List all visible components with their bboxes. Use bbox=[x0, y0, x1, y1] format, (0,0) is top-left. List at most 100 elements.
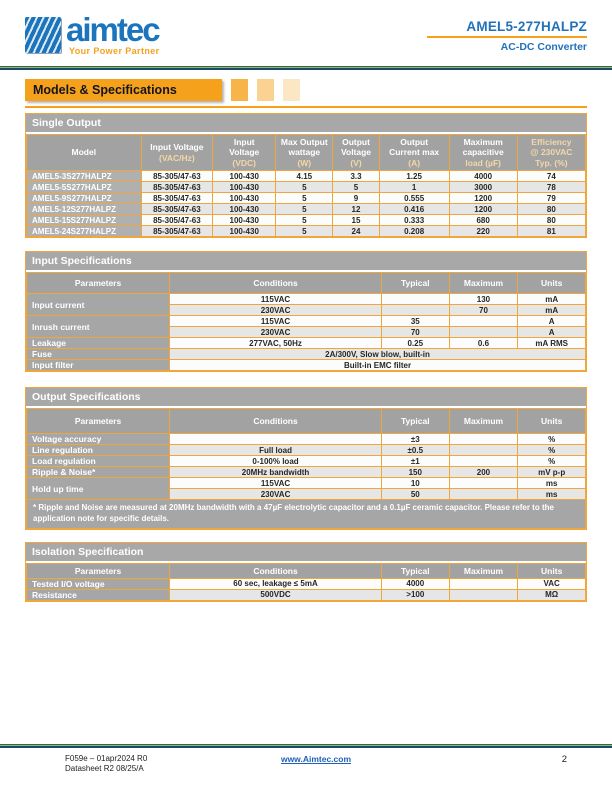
column-header: Typical bbox=[380, 272, 450, 294]
footer-separator bbox=[0, 744, 612, 748]
cell: 12 bbox=[332, 203, 380, 215]
column-header: Output Current max (A) bbox=[378, 134, 450, 171]
param-cell: Load regulation bbox=[25, 455, 171, 467]
column-header: Input Voltage (VDC) bbox=[212, 134, 277, 171]
page-footer: F059e – 01apr2024 R0 Datasheet R2 08/25/… bbox=[0, 744, 612, 775]
column-header: Units bbox=[517, 562, 586, 579]
decor-square-3 bbox=[283, 79, 300, 101]
table-row: Input filter Built-in EMC filter bbox=[25, 359, 586, 371]
table-row: Load regulation 0-100% load ±1% bbox=[25, 455, 586, 467]
cell: % bbox=[517, 455, 586, 467]
product-header: AMEL5-277HALPZ AC-DC Converter bbox=[427, 19, 587, 65]
cell: 0.555 bbox=[378, 192, 450, 204]
footnote-text: * Ripple and Noise are measured at 20MHz… bbox=[26, 499, 586, 529]
column-header: Parameters bbox=[25, 408, 171, 434]
table-row: Fuse 2A/300V, Slow blow, built-in bbox=[25, 348, 586, 360]
table-row: 230VAC 50 ms bbox=[27, 488, 586, 500]
column-header: Typical bbox=[380, 562, 450, 579]
isolation-specs-section: Isolation Specification Parameters Condit… bbox=[25, 541, 587, 602]
column-header: Efficiency @ 230VAC Typ. (%) bbox=[516, 134, 587, 171]
param-cell: Voltage accuracy bbox=[25, 433, 171, 445]
product-divider bbox=[427, 36, 587, 38]
logo-icon bbox=[25, 17, 61, 53]
cell: 5 bbox=[275, 181, 334, 193]
cell: 85-305/47-63 bbox=[140, 192, 214, 204]
cell bbox=[448, 444, 519, 456]
cell: 1.25 bbox=[378, 170, 450, 182]
cell bbox=[448, 326, 519, 338]
header-row: Parameters Conditions Typical Maximum Units bbox=[25, 272, 586, 294]
cell bbox=[380, 293, 450, 305]
cell: 5 bbox=[332, 181, 380, 193]
cell: 79 bbox=[516, 192, 587, 204]
cell: 150 bbox=[380, 466, 450, 478]
column-header: Max Output wattage (W) bbox=[275, 134, 334, 171]
title-rule bbox=[25, 106, 587, 108]
table-row: Inrush current 115VAC 35 A bbox=[25, 315, 586, 338]
table-row: Leakage 277VAC, 50Hz 0.25 0.6 mA RMS bbox=[25, 337, 586, 349]
cell: A bbox=[517, 326, 586, 338]
footer-doc-line2: Datasheet R2 08/25/A bbox=[65, 764, 144, 774]
cell: 100-430 bbox=[212, 214, 277, 226]
cell: 115VAC bbox=[169, 293, 382, 305]
cell: % bbox=[517, 433, 586, 445]
table-row: Ripple & Noise* 20MHz bandwidth 150 200 mV p… bbox=[25, 466, 586, 478]
cell: MΩ bbox=[517, 588, 586, 601]
column-header: Conditions bbox=[169, 408, 382, 434]
cell: 230VAC bbox=[169, 304, 382, 316]
isolation-specs-section-title: Isolation Specification bbox=[26, 542, 586, 563]
cell bbox=[448, 488, 519, 500]
cell: Full load bbox=[169, 444, 382, 456]
cell: 24 bbox=[332, 225, 380, 237]
page-title: Models & Specifications bbox=[25, 79, 222, 101]
cell: 80 bbox=[516, 214, 587, 226]
cell: 85-305/47-63 bbox=[140, 225, 214, 237]
cell: 100-430 bbox=[212, 225, 277, 237]
section-title-row: Models & Specifications bbox=[25, 79, 587, 101]
column-header: Parameters bbox=[25, 272, 171, 294]
cell: 0.333 bbox=[378, 214, 450, 226]
column-header: Conditions bbox=[169, 562, 382, 579]
cell: ±0.5 bbox=[380, 444, 450, 456]
product-subtitle: AC-DC Converter bbox=[500, 41, 587, 53]
param-cell: Tested I/O voltage bbox=[25, 577, 171, 590]
param-cell: Leakage bbox=[25, 337, 171, 349]
table-row: 230VAC 70 mA bbox=[27, 304, 586, 316]
cell: 85-305/47-63 bbox=[140, 214, 214, 226]
cell: 5 bbox=[275, 192, 334, 204]
single-output-table: Model Input Voltage (VAC/Hz) Input Voltage(… bbox=[26, 134, 587, 237]
footer-link[interactable]: www.Aimtec.com bbox=[280, 754, 352, 764]
footnote-row: * Ripple and Noise are measured at 20MHz… bbox=[26, 499, 586, 529]
model-cell: AMEL5-9S277HALPZ bbox=[26, 192, 142, 204]
cell: 78 bbox=[516, 181, 587, 193]
cell: 74 bbox=[516, 170, 587, 182]
column-header: Units bbox=[517, 408, 586, 434]
cell: VAC bbox=[517, 577, 586, 590]
table-row: Tested I/O voltage 60 sec, leakage ≤ 5mA 4… bbox=[25, 577, 586, 590]
header-separator bbox=[0, 66, 612, 70]
cell: 10 bbox=[380, 477, 450, 489]
column-header: Output Voltage (V) bbox=[332, 134, 380, 171]
cell: 20MHz bandwidth bbox=[169, 466, 382, 478]
model-cell: AMEL5-24S277HALPZ bbox=[26, 225, 142, 237]
input-specs-section: Input Specifications Parameters Condition… bbox=[25, 251, 587, 372]
cell: 115VAC bbox=[169, 477, 382, 489]
brand-tagline: Your Power Partner bbox=[69, 46, 160, 57]
column-header: Input Voltage (VAC/Hz) bbox=[140, 134, 214, 171]
table-row: Line regulation Full load ±0.5% bbox=[25, 444, 586, 456]
cell: 115VAC bbox=[169, 315, 382, 327]
column-header: Maximum bbox=[448, 408, 519, 434]
cell: ms bbox=[517, 488, 586, 500]
cell: 50 bbox=[380, 488, 450, 500]
cell bbox=[448, 455, 519, 467]
cell: 100-430 bbox=[212, 170, 277, 182]
column-header: Maximum bbox=[448, 272, 519, 294]
model-cell: AMEL5-3S277HALPZ bbox=[26, 170, 142, 182]
header-row: Parameters Conditions Typical Maximum Units bbox=[25, 408, 586, 434]
cell: 230VAC bbox=[169, 488, 382, 500]
table-row: Input current 115VAC 130 mA bbox=[25, 293, 586, 316]
param-cell: Input current bbox=[25, 293, 171, 316]
column-header: Parameters bbox=[25, 562, 171, 579]
cell: 0.416 bbox=[378, 203, 450, 215]
